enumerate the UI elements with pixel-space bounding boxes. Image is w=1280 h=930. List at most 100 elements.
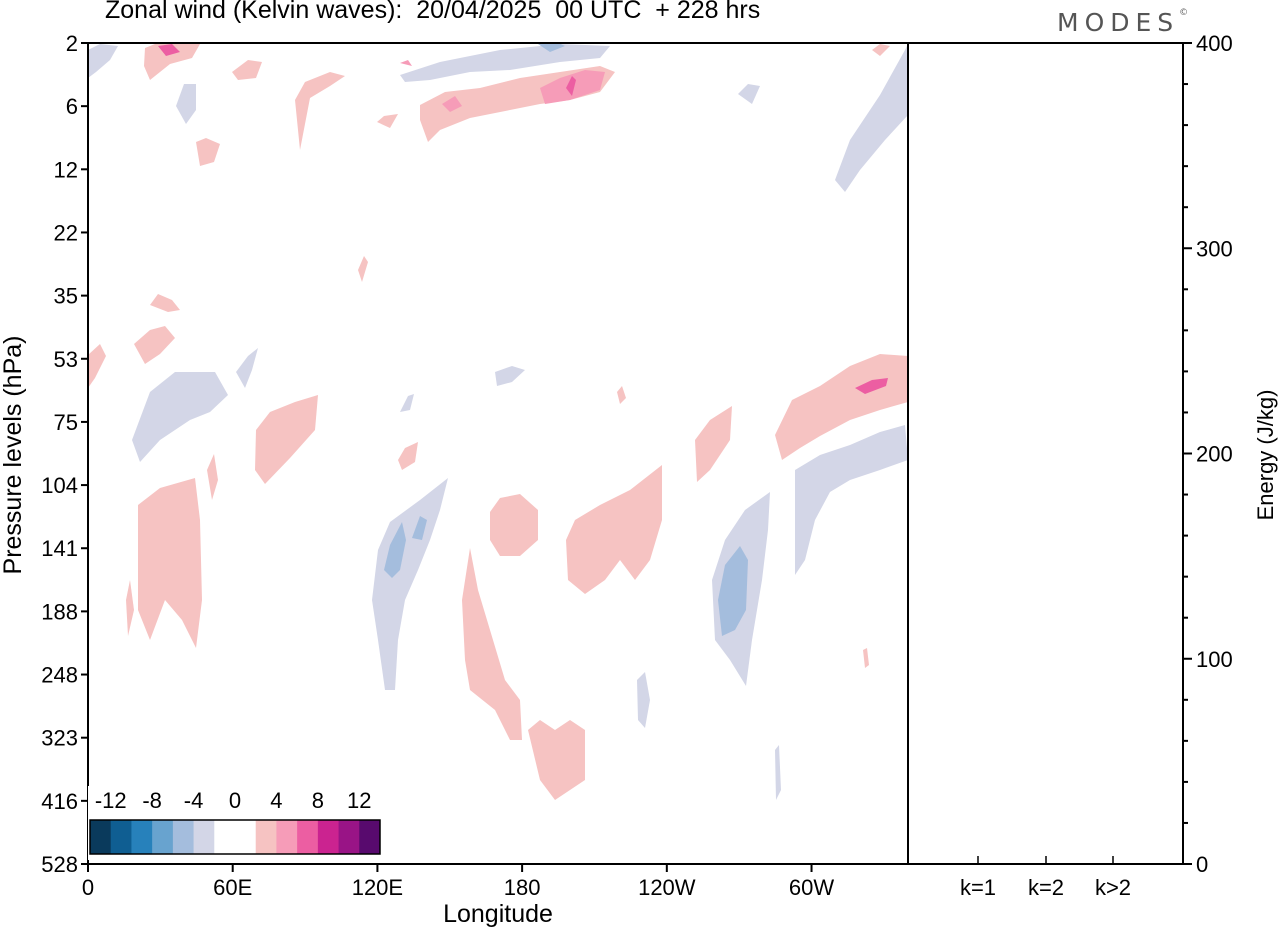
colorbar-swatch	[172, 820, 195, 854]
pressure-tick-label: 104	[41, 473, 78, 498]
pos-region-small-j	[377, 114, 398, 128]
pressure-tick-label: 416	[41, 789, 78, 814]
longitude-tick-label: 60W	[789, 875, 834, 900]
colorbar-label: -8	[142, 788, 162, 813]
main-plot-axes: 2 6 12 22 35 53 75 104 141 188 248 323 416 528 0 60E 12…	[41, 31, 909, 900]
pos-region-inner-3	[566, 76, 576, 96]
colorbar-swatch	[131, 820, 153, 854]
colorbar-label: 0	[229, 788, 241, 813]
zonal-wind-field	[88, 43, 908, 800]
pos-region-100w	[695, 406, 732, 482]
neg-region-small-2	[400, 394, 414, 412]
colorbar-labels: -12 -8 -4 0 4 8 12	[95, 788, 372, 813]
colorbar-swatch	[338, 820, 360, 854]
pos-region-inner-6	[400, 60, 412, 66]
neg-region-east-band	[795, 425, 908, 575]
energy-category-label: k=2	[1028, 875, 1064, 900]
colorbar-label: 8	[312, 788, 324, 813]
colorbar-swatch	[152, 820, 174, 854]
longitude-tick-label: 120W	[638, 875, 696, 900]
chart-title: Zonal wind (Kelvin waves): 20/04/2025 00…	[105, 0, 761, 24]
pos-region-left-53	[88, 344, 106, 388]
colorbar-swatch	[317, 820, 340, 854]
neg-region-left-mid	[132, 372, 228, 462]
longitude-tick-label: 120E	[352, 875, 403, 900]
pos-region-small-g	[398, 442, 418, 470]
energy-bar-k=2	[1016, 864, 1076, 865]
pos-region-small-i	[863, 648, 869, 668]
energy-panel-frame	[907, 42, 1184, 865]
neg-region-small-5	[236, 348, 258, 388]
pos-region-small-h	[617, 386, 626, 404]
pos-region-small-b	[232, 60, 262, 80]
longitude-axis-ticks: 0 60E 120E 180 120W 60W	[82, 864, 834, 900]
logo-text: MODES	[1057, 8, 1180, 37]
colorbar-swatch	[359, 820, 381, 854]
neg-region-small-4	[775, 745, 781, 800]
neg-region-small-10	[538, 43, 565, 52]
neg-region-small-9	[718, 546, 748, 636]
energy-bar-k=1	[948, 864, 1008, 865]
pos-region-small-f	[207, 454, 218, 500]
colorbar-swatch	[297, 820, 319, 854]
longitude-tick-label: 60E	[213, 875, 252, 900]
colorbar-swatch	[110, 820, 132, 854]
colorbar-label: 4	[270, 788, 282, 813]
colorbar-swatches	[90, 820, 381, 854]
energy-category-ticks: k=1 k=2 k>2	[960, 856, 1131, 900]
modes-logo: MODES©	[1057, 8, 1188, 37]
pos-region-45	[134, 326, 175, 364]
pos-region-75	[255, 395, 318, 484]
pos-region-180	[490, 494, 538, 556]
longitude-tick-label: 180	[504, 875, 541, 900]
colorbar-swatch	[90, 820, 112, 854]
pressure-tick-label: 75	[54, 410, 78, 435]
colorbar-label: -4	[184, 788, 204, 813]
neg-region-west-pacific	[372, 478, 448, 690]
pos-region-150w	[566, 465, 662, 594]
colorbar-swatch	[276, 820, 298, 854]
colorbar-swatch	[214, 820, 236, 854]
energy-category-label: k>2	[1095, 875, 1131, 900]
y-axis-label: Pressure levels (hPa)	[0, 336, 27, 575]
colorbar: -12 -8 -4 0 4 8 12	[88, 786, 384, 860]
pressure-tick-label: 248	[41, 663, 78, 688]
colorbar-swatch	[193, 820, 215, 854]
neg-region-small-6	[738, 84, 760, 104]
pressure-tick-label: 528	[41, 852, 78, 877]
neg-region-top-band	[400, 44, 610, 82]
pos-region-small-e	[126, 580, 134, 636]
pos-region-dateline	[462, 548, 522, 740]
energy-category-label: k=1	[960, 875, 996, 900]
pressure-tick-label: 188	[41, 599, 78, 624]
colorbar-swatch	[255, 820, 277, 854]
pos-region-small-k	[872, 44, 890, 56]
energy-tick-label: 0	[1196, 852, 1208, 877]
neg-region-top-right	[835, 44, 908, 192]
neg-region-small-7	[176, 84, 196, 124]
pos-region-indian-ocean	[138, 478, 202, 648]
energy-tick-label: 300	[1196, 236, 1233, 261]
pressure-tick-label: 6	[66, 94, 78, 119]
pressure-axis-ticks: 2 6 12 22 35 53 75 104 141 188 248 323 416 528	[41, 31, 88, 877]
x-axis-label: Longitude	[443, 900, 553, 928]
pos-region-top-left	[144, 43, 200, 80]
neg-region-small-11	[412, 516, 427, 540]
colorbar-label: -12	[95, 788, 127, 813]
energy-tick-label: 400	[1196, 31, 1233, 56]
energy-tick-label: 200	[1196, 442, 1233, 467]
logo-mark: ©	[1179, 8, 1189, 18]
colorbar-label: 12	[347, 788, 371, 813]
energy-axis-label: Energy (J/kg)	[1253, 390, 1278, 521]
pos-region-inner-1	[442, 96, 462, 112]
colorbar-swatch	[235, 820, 257, 854]
pos-region-small-d	[358, 256, 368, 282]
pos-region-inner-4	[158, 44, 180, 56]
pressure-tick-label: 53	[54, 347, 78, 372]
neg-region-upper-left	[88, 44, 118, 78]
pressure-tick-label: 35	[54, 284, 78, 309]
longitude-tick-label: 0	[82, 875, 94, 900]
energy-tick-label: 100	[1196, 647, 1233, 672]
pos-region-small-a	[196, 138, 220, 166]
